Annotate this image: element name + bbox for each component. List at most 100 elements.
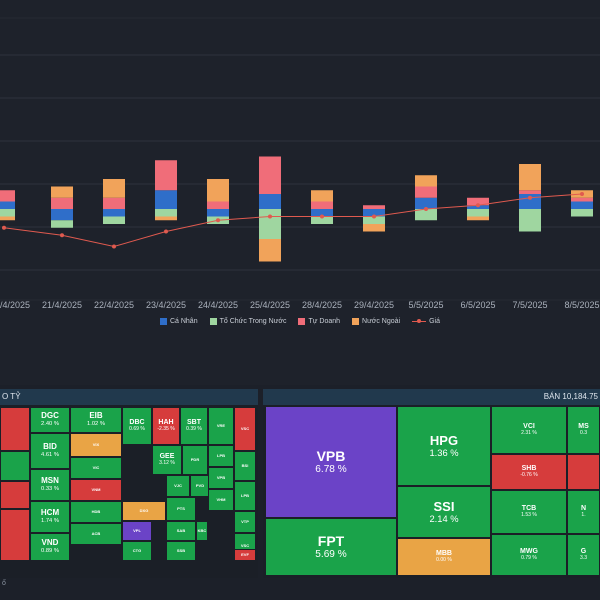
heatmap-tile[interactable]: VND 0.89 %: [30, 533, 70, 561]
heatmap-tile[interactable]: HPG 1.36 %: [397, 406, 491, 486]
price-point: [164, 229, 168, 234]
bar-segment: [571, 201, 593, 209]
tile-symbol: HCM: [40, 508, 60, 518]
heatmap-tile[interactable]: BID 4.61 %: [30, 433, 70, 469]
price-point: [60, 233, 64, 238]
heatmap-tile[interactable]: HAH -2.35 %: [152, 407, 180, 445]
heatmap-tile[interactable]: DBC 0.69 %: [122, 407, 152, 445]
heatmap-tile[interactable]: HDB: [70, 501, 122, 523]
heatmap-tile[interactable]: VPB 6.78 %: [265, 406, 397, 518]
heatmap-tile[interactable]: VPL: [122, 521, 152, 541]
heatmap-tile[interactable]: SBT 0.39 %: [180, 407, 208, 445]
tile-percent: 3.12 %: [159, 460, 175, 467]
bar-segment: [311, 209, 333, 217]
heatmap-tile[interactable]: [0, 451, 30, 481]
tile-symbol: HDB: [91, 508, 101, 514]
bar-segment: [51, 220, 73, 228]
right-heatmap: BÁN 10,184.75 VPB 6.78 % FPT 5.69 % HPG 1.36 …: [263, 389, 600, 578]
heatmap-tile[interactable]: MS 0.3: [567, 406, 600, 454]
tile-percent: 5.69 %: [315, 549, 347, 561]
bar-segment: [0, 216, 15, 221]
heatmap-tile[interactable]: KBC: [196, 521, 208, 541]
heatmap-tile[interactable]: TCB 1.53 %: [491, 490, 567, 534]
heatmap-tile[interactable]: VIX: [70, 433, 122, 457]
tile-symbol: DGC: [41, 411, 59, 421]
legend-label: Nước Ngoài: [362, 318, 401, 325]
legend-swatch: [159, 318, 167, 325]
legend-label: Cá Nhân: [169, 318, 198, 325]
heatmap-tile[interactable]: SHB -0.76 %: [491, 454, 567, 490]
heatmap-tile[interactable]: LPB: [208, 445, 234, 467]
legend-item[interactable]: Tổ Chức Trong Nước: [209, 318, 286, 325]
tile-symbol: DXG: [139, 507, 149, 513]
tile-percent: 0.00 %: [436, 557, 452, 564]
heatmap-tile[interactable]: EVF: [234, 549, 256, 561]
tile-percent: 0.33 %: [41, 486, 59, 493]
heatmap-tile[interactable]: [567, 454, 600, 490]
tile-percent: 0.79 %: [521, 555, 537, 562]
tile-percent: 0.89 %: [41, 548, 59, 555]
tile-percent: 1.02 %: [87, 421, 105, 428]
heatmap-tile[interactable]: EIB 1.02 %: [70, 407, 122, 433]
heatmap-tile[interactable]: FPT 5.69 %: [265, 518, 397, 576]
legend-item[interactable]: Tự Doanh: [298, 318, 340, 325]
tile-symbol: PTS: [177, 505, 185, 511]
heatmap-tile[interactable]: [0, 407, 30, 451]
tile-symbol: VNM: [91, 486, 101, 492]
heatmap-tile[interactable]: PVD: [190, 475, 210, 497]
bar-segment: [0, 190, 15, 202]
right-heatmap-title: BÁN 10,184.75: [543, 392, 598, 401]
heatmap-tile[interactable]: VPB: [208, 467, 234, 489]
heatmap-tile[interactable]: SSB: [166, 541, 196, 561]
bar-segment: [155, 209, 177, 217]
tile-percent: 4.61 %: [41, 452, 59, 459]
heatmap-tile[interactable]: PTS: [166, 497, 196, 521]
heatmap-tile[interactable]: CTG: [122, 541, 152, 561]
heatmap-tile[interactable]: PDR: [182, 445, 208, 475]
tile-symbol: HPG: [429, 432, 459, 448]
heatmap-tile[interactable]: VNM: [70, 479, 122, 501]
legend-swatch: [298, 318, 306, 325]
tile-symbol: FPT: [317, 532, 345, 549]
heatmap-tile[interactable]: [0, 481, 30, 509]
legend-item[interactable]: Giá: [412, 318, 440, 325]
heatmap-tile[interactable]: [0, 509, 30, 561]
tile-symbol: SHB: [521, 465, 537, 473]
tile-percent: -2.35 %: [157, 426, 175, 433]
x-tick-label: 21/4/2025: [42, 300, 82, 310]
heatmap-tile[interactable]: G 3.3: [567, 534, 600, 576]
heatmap-tile[interactable]: MBB 0.00 %: [397, 538, 491, 576]
tile-symbol: N: [580, 505, 587, 513]
heatmap-tile[interactable]: VSC: [234, 407, 256, 451]
price-point: [2, 225, 6, 230]
heatmap-tile[interactable]: VJC: [166, 475, 190, 497]
tile-symbol: EVF: [241, 551, 249, 557]
tile-symbol: VHM: [216, 496, 226, 502]
legend-item[interactable]: Nước Ngoài: [352, 318, 400, 325]
heatmap-tile[interactable]: SAB: [166, 521, 196, 541]
heatmap-tile[interactable]: VTP: [234, 511, 256, 533]
heatmap-tile[interactable]: VCI 2.31 %: [491, 406, 567, 454]
tile-percent: 2.14 %: [429, 514, 459, 524]
tile-symbol: MS: [578, 423, 589, 431]
heatmap-tile[interactable]: VRE: [208, 407, 234, 445]
heatmap-tile[interactable]: SSI 2.14 %: [397, 486, 491, 538]
tile-symbol: MBB: [436, 550, 452, 558]
heatmap-tile[interactable]: HCM 1.74 %: [30, 501, 70, 533]
tile-symbol: SSB: [176, 547, 186, 553]
heatmap-tile[interactable]: GEE 3.12 %: [152, 445, 182, 475]
heatmap-tile[interactable]: DXG: [122, 501, 166, 521]
tile-symbol: VIC: [92, 464, 100, 470]
legend-item[interactable]: Cá Nhân: [159, 318, 198, 325]
heatmap-tile[interactable]: MSN 0.33 %: [30, 469, 70, 501]
heatmap-tile[interactable]: VHM: [208, 489, 234, 511]
tile-symbol: VRE: [216, 422, 226, 428]
heatmap-tile[interactable]: BSI: [234, 451, 256, 481]
x-tick-label: 5/5/2025: [408, 300, 443, 310]
heatmap-tile[interactable]: LPB: [234, 481, 256, 511]
heatmap-tile[interactable]: N 1.: [567, 490, 600, 534]
heatmap-tile[interactable]: ACB: [70, 523, 122, 545]
heatmap-tile[interactable]: DGC 2.40 %: [30, 407, 70, 433]
heatmap-tile[interactable]: VIC: [70, 457, 122, 479]
heatmap-tile[interactable]: MWG 0.79 %: [491, 534, 567, 576]
